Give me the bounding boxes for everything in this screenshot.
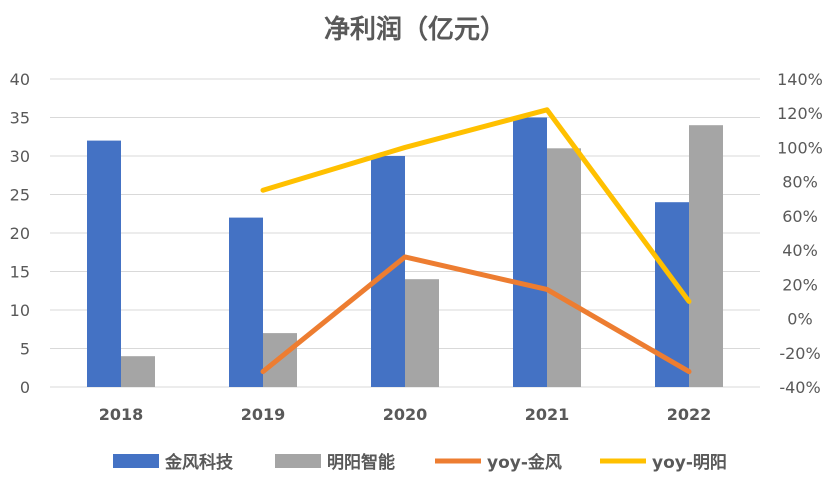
- y-tick-label: 40: [10, 70, 30, 89]
- y-tick-label: 25: [10, 186, 30, 205]
- y2-tick-label: -20%: [779, 344, 820, 363]
- y2-tick-label: -40%: [779, 378, 820, 397]
- legend-label: 金风科技: [164, 452, 234, 473]
- bar-明阳智能-2021: [547, 148, 581, 387]
- legend-label: 明阳智能: [327, 452, 395, 473]
- line-yoy-明阳: [260, 107, 692, 304]
- chart-title: 净利润（亿元）: [324, 14, 506, 45]
- x-tick-label: 2018: [99, 405, 144, 424]
- legend-label: yoy-明阳: [652, 453, 727, 473]
- x-tick-label: 2021: [525, 405, 570, 424]
- y-tick-label: 5: [20, 340, 30, 359]
- x-tick-label: 2020: [383, 405, 428, 424]
- y2-tick-label: 20%: [782, 275, 818, 294]
- bar-明阳智能-2018: [121, 356, 155, 387]
- y2-tick-label: 100%: [777, 138, 823, 157]
- line-yoy-金风: [260, 254, 692, 375]
- legend-swatch: [275, 454, 321, 468]
- y2-tick-label: 60%: [782, 207, 818, 226]
- bar-金风科技-2021: [513, 117, 547, 387]
- y-tick-label: 10: [10, 301, 30, 320]
- bar-金风科技-2018: [87, 140, 121, 387]
- y-tick-label: 30: [10, 147, 30, 166]
- bar-金风科技-2019: [229, 217, 263, 387]
- y2-tick-label: 120%: [777, 104, 823, 123]
- y-tick-label: 35: [10, 109, 30, 128]
- y2-tick-label: 140%: [777, 70, 823, 89]
- y2-tick-label: 80%: [782, 173, 818, 192]
- bar-明阳智能-2020: [405, 279, 439, 387]
- y-tick-label: 15: [10, 263, 30, 282]
- legend-swatch: [113, 454, 159, 468]
- y-tick-label: 0: [20, 378, 30, 397]
- y2-tick-label: 40%: [782, 241, 818, 260]
- y-tick-label: 20: [10, 224, 30, 243]
- y2-tick-label: 0%: [787, 310, 812, 329]
- bar-明阳智能-2022: [689, 125, 723, 387]
- x-tick-label: 2022: [667, 405, 712, 424]
- x-tick-label: 2019: [241, 405, 286, 424]
- legend-label: yoy-金风: [487, 452, 562, 473]
